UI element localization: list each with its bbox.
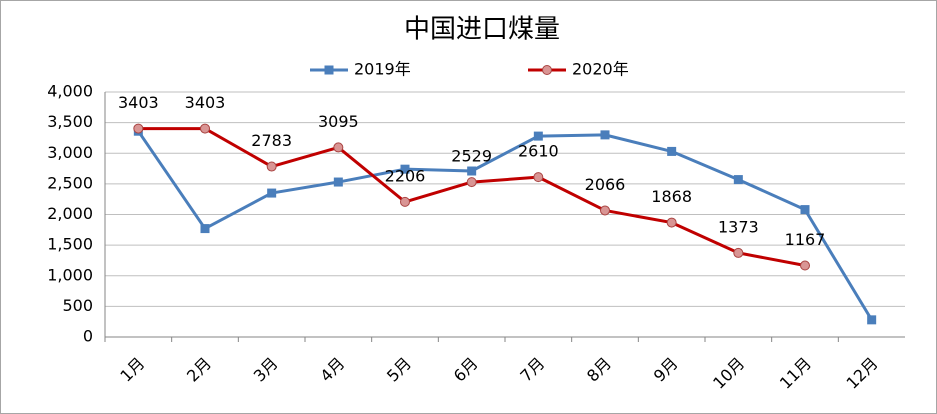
marker: [867, 315, 877, 325]
marker: [800, 205, 810, 215]
series-line: [137, 130, 873, 321]
y-tick-label: 1,000: [47, 265, 93, 284]
marker: [533, 172, 544, 183]
marker: [733, 247, 744, 258]
marker: [400, 196, 410, 207]
legend-label: 2019年: [354, 60, 411, 79]
chart-title: 中国进口煤量: [404, 15, 560, 45]
y-tick-label: 3,500: [47, 112, 93, 131]
data-label: 2610: [518, 142, 559, 161]
data-label: 2529: [451, 147, 492, 166]
y-tick-label: 0: [83, 327, 93, 346]
data-label: 2783: [251, 131, 292, 150]
data-label: 1167: [785, 230, 826, 249]
marker: [666, 217, 677, 228]
y-tick-label: 2,000: [47, 204, 93, 223]
marker: [324, 65, 334, 75]
marker: [733, 175, 743, 185]
marker: [467, 166, 477, 176]
marker: [400, 164, 410, 174]
marker: [200, 123, 210, 134]
data-label: 3403: [118, 93, 159, 112]
legend-label: 2020年: [572, 60, 629, 79]
marker: [333, 177, 343, 187]
data-label: 3403: [185, 93, 226, 112]
marker: [333, 142, 344, 153]
marker: [600, 205, 610, 216]
marker: [200, 224, 210, 234]
marker: [542, 65, 552, 75]
data-label: 1868: [651, 187, 692, 206]
data-label: 2066: [585, 175, 626, 194]
marker: [466, 177, 477, 188]
marker: [600, 130, 610, 140]
y-tick-label: 4,000: [47, 82, 93, 101]
marker: [667, 146, 677, 156]
y-tick-label: 1,500: [47, 235, 93, 254]
marker: [266, 161, 277, 172]
marker: [267, 188, 277, 198]
data-label: 1373: [718, 217, 759, 236]
data-label: 2206: [385, 166, 426, 185]
data-label: 3095: [318, 112, 359, 131]
marker: [800, 260, 810, 271]
marker: [133, 123, 144, 134]
y-tick-label: 3,000: [47, 143, 93, 162]
y-tick-label: 500: [62, 296, 93, 315]
y-tick-label: 2,500: [47, 173, 93, 192]
marker: [533, 131, 543, 141]
